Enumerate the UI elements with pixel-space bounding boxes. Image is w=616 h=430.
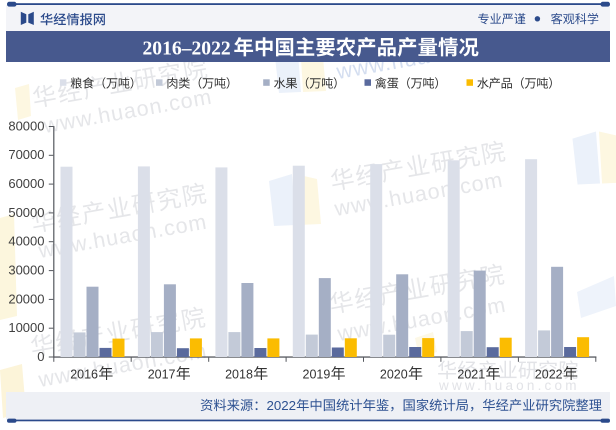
svg-text:2016–2022: 2016–2022 (143, 39, 231, 60)
svg-text:2022: 2022 (535, 367, 563, 381)
svg-text:10000: 10000 (8, 320, 44, 335)
svg-text:20000: 20000 (8, 291, 44, 306)
svg-text:0: 0 (37, 349, 44, 364)
svg-text:2022: 2022 (267, 398, 297, 413)
svg-text:2021: 2021 (457, 367, 485, 381)
svg-text:60000: 60000 (8, 176, 44, 191)
svg-text:2019: 2019 (303, 367, 331, 381)
svg-text:70000: 70000 (8, 147, 44, 162)
svg-text:30000: 30000 (8, 263, 44, 278)
svg-text:80000: 80000 (8, 118, 44, 133)
svg-text:2020: 2020 (380, 367, 408, 381)
svg-text:2018: 2018 (225, 367, 253, 381)
svg-text:www.huaon.com: www.huaon.com (438, 378, 580, 393)
svg-text:2016: 2016 (70, 367, 98, 381)
svg-text:50000: 50000 (8, 205, 44, 220)
svg-text:2017: 2017 (148, 367, 176, 381)
svg-text:40000: 40000 (8, 234, 44, 249)
